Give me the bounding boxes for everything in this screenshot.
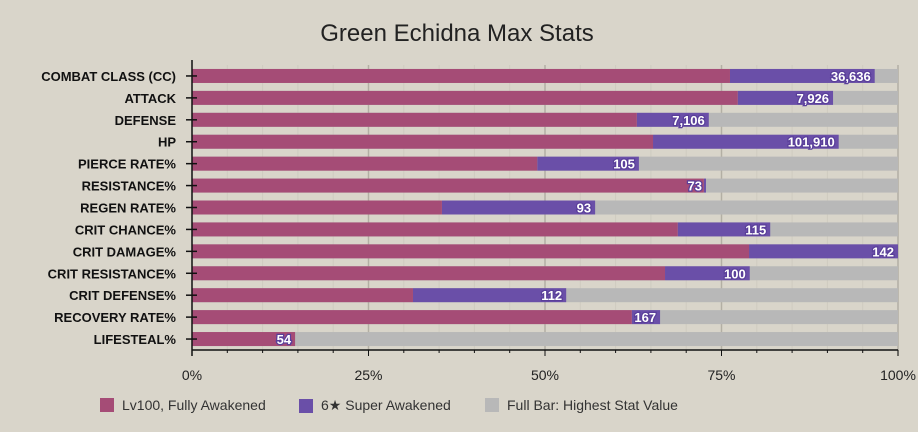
chart-title-text: Green Echidna Max Stats (320, 20, 594, 47)
value-label: 73 (687, 179, 701, 194)
value-label: 36,636 (831, 69, 871, 84)
value-label: 105 (613, 157, 635, 172)
bar-super-awakened (653, 134, 839, 149)
value-label: 7,926 (797, 91, 830, 106)
legend-label: Full Bar: Highest Stat Value (507, 397, 678, 413)
bar-super-awakened (412, 288, 567, 303)
bar-super-awakened (537, 156, 639, 171)
legend-swatch (100, 398, 114, 412)
x-tick-label: 50% (531, 367, 559, 383)
category-label: ATTACK (124, 91, 176, 106)
legend-swatch (299, 398, 313, 413)
legend-item-lv100[interactable]: Lv100, Fully Awakened (100, 397, 266, 413)
value-label: 7,106 (672, 113, 705, 128)
value-label: 54 (277, 332, 292, 347)
bar-super-awakened (729, 68, 875, 83)
category-label: REGEN RATE% (80, 201, 176, 216)
bar-lv100 (192, 90, 738, 105)
value-label: 167 (634, 310, 656, 325)
value-label: 112 (541, 288, 562, 303)
bar-lv100 (192, 266, 666, 281)
bar-lv100 (192, 310, 632, 325)
bar-lv100 (192, 178, 704, 193)
bar-super-awakened (665, 266, 750, 281)
category-label: LIFESTEAL% (94, 332, 177, 347)
chart-title: Green Echidna Max Stats (0, 20, 918, 48)
category-label: PIERCE RATE% (78, 157, 176, 172)
legend-label: Lv100, Fully Awakened (122, 397, 266, 413)
bar-lv100 (192, 332, 296, 347)
category-label: DEFENSE (115, 113, 177, 128)
x-tick-label: 25% (354, 367, 382, 383)
bar-lv100 (192, 156, 538, 171)
category-label: HP (158, 135, 176, 150)
value-label: 100 (724, 266, 746, 281)
bar-super-awakened (677, 222, 771, 237)
bar-super-awakened (636, 112, 709, 127)
category-label: CRIT DEFENSE% (69, 288, 176, 303)
category-label: CRIT DAMAGE% (73, 244, 177, 259)
legend-swatch (485, 398, 499, 412)
value-label: 142 (872, 244, 894, 259)
bar-lv100 (192, 288, 413, 303)
bar-super-awakened (441, 200, 596, 215)
bar-super-awakened (703, 178, 706, 193)
value-label: 115 (745, 222, 766, 237)
value-label: 101,910 (788, 135, 835, 150)
bar-lv100 (192, 222, 678, 237)
category-label: RECOVERY RATE% (54, 310, 176, 325)
category-label: RESISTANCE% (82, 179, 177, 194)
x-tick-label: 75% (707, 367, 735, 383)
bar-lv100 (192, 112, 637, 127)
bar-full (192, 332, 898, 347)
bar-lv100 (192, 244, 750, 259)
value-label: 93 (577, 201, 591, 216)
category-label: CRIT RESISTANCE% (48, 266, 177, 281)
x-tick-label: 0% (182, 367, 202, 383)
bar-super-awakened (631, 310, 661, 325)
bar-super-awakened (749, 244, 898, 259)
category-label: CRIT CHANCE% (75, 222, 177, 237)
bar-lv100 (192, 134, 654, 149)
legend-item-super-awakened[interactable]: 6★ Super Awakened (299, 397, 451, 414)
bar-lv100 (192, 200, 442, 215)
category-label: COMBAT CLASS (CC) (41, 69, 176, 84)
legend-label: 6★ Super Awakened (321, 397, 451, 413)
x-tick-label: 100% (880, 367, 916, 383)
legend-item-full-bar[interactable]: Full Bar: Highest Stat Value (485, 397, 678, 413)
bar-super-awakened (737, 90, 834, 105)
bar-lv100 (192, 68, 730, 83)
